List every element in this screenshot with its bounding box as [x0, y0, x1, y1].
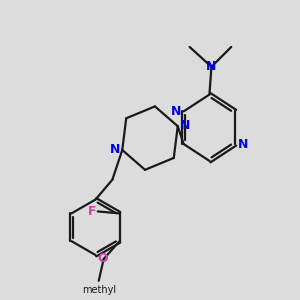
Text: N: N: [238, 138, 248, 151]
Text: N: N: [179, 119, 190, 132]
Text: F: F: [88, 205, 96, 218]
Text: N: N: [171, 105, 181, 118]
Text: methyl: methyl: [82, 285, 116, 295]
Text: N: N: [110, 142, 121, 155]
Text: O: O: [98, 253, 108, 266]
Text: N: N: [206, 60, 217, 73]
